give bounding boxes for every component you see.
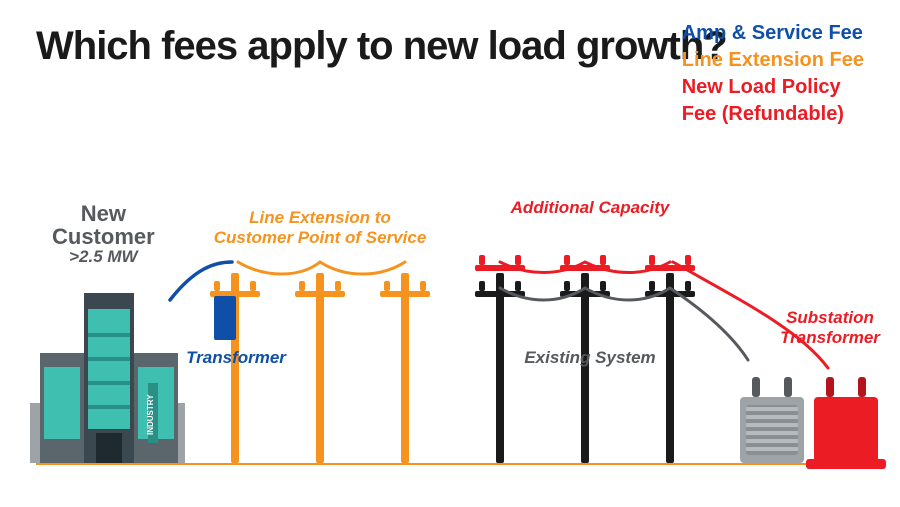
wire (238, 262, 405, 274)
label-additional-capacity: Additional Capacity (490, 198, 690, 218)
wire (170, 262, 232, 300)
diagram-stage: Which fees apply to new load growth? Amp… (0, 0, 900, 507)
label-substation-transformer: Substation Transformer (770, 308, 890, 347)
wire (500, 262, 670, 273)
wires-layer (0, 0, 900, 507)
label-line-extension: Line Extension to Customer Point of Serv… (210, 208, 430, 247)
label-existing-system: Existing System (490, 348, 690, 368)
label-transformer: Transformer (176, 348, 296, 368)
